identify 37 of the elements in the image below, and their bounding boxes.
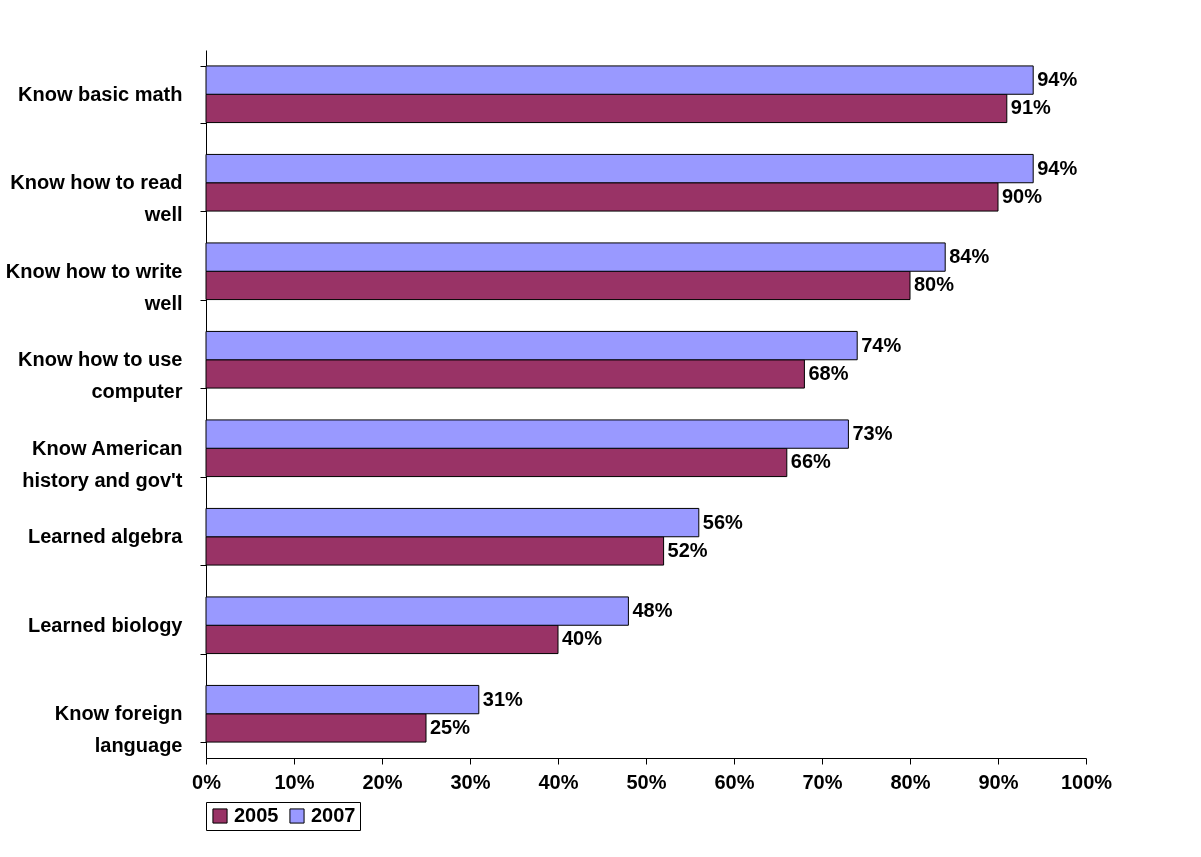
y-tick-label: Know how to use computer	[18, 348, 183, 403]
x-tick-label: 70%	[802, 770, 843, 793]
y-tick-label: Know basic math	[18, 82, 183, 105]
legend-label: 2005	[234, 804, 279, 826]
data-label: 73%	[852, 422, 893, 445]
data-label: 80%	[914, 273, 955, 296]
data-label: 48%	[632, 599, 673, 622]
data-label: 94%	[1037, 68, 1078, 91]
data-label: 74%	[861, 333, 902, 356]
data-label: 84%	[949, 245, 990, 268]
data-label: 40%	[562, 627, 603, 650]
x-tick-label: 90%	[978, 770, 1019, 793]
data-label: 56%	[702, 510, 744, 533]
x-tick-label: 100%	[1060, 770, 1113, 793]
data-label: 31%	[482, 687, 524, 710]
data-label: 90%	[1002, 184, 1043, 207]
y-tick-label: Learned algebra	[27, 525, 184, 548]
legend-label: 2007	[311, 804, 356, 826]
y-tick-label: Know American history and gov't	[22, 436, 183, 491]
x-tick-label: 80%	[890, 770, 931, 793]
data-label: 94%	[1037, 156, 1078, 179]
data-label: 25%	[430, 715, 471, 738]
x-tick-label: 20%	[362, 770, 403, 793]
data-label: 66%	[790, 450, 832, 473]
x-tick-label: 60%	[714, 770, 755, 793]
data-label: 52%	[667, 538, 708, 561]
y-tick-label: Know how to write well	[5, 259, 183, 314]
x-tick-label: 10%	[274, 770, 315, 793]
y-tick-label: Know foreign language	[54, 702, 183, 757]
x-tick-label: 50%	[626, 770, 667, 793]
y-tick-label: Know how to read well	[10, 171, 183, 226]
data-label: 68%	[808, 361, 849, 384]
x-tick-label: 0%	[192, 770, 222, 793]
x-tick-label: 40%	[538, 770, 579, 793]
data-label: 91%	[1010, 96, 1052, 119]
x-tick-label: 30%	[450, 770, 491, 793]
y-tick-label: Learned biology	[28, 613, 184, 636]
